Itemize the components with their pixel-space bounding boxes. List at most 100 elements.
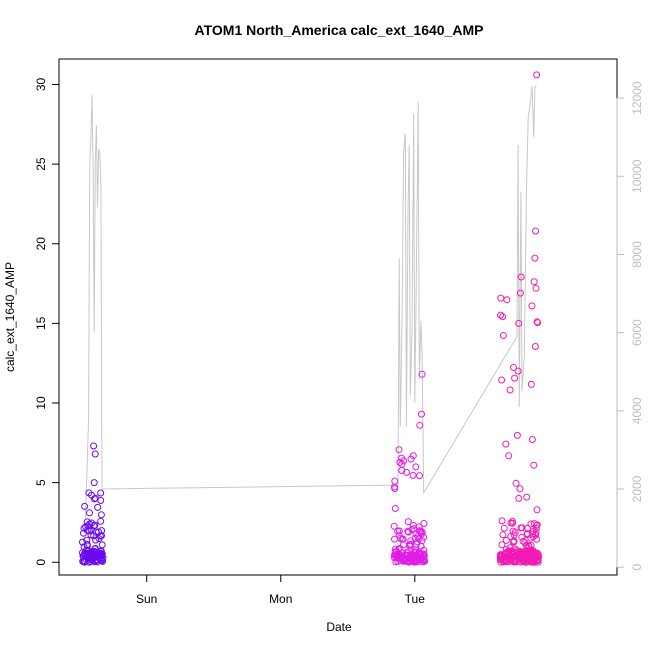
data-point <box>418 410 425 418</box>
data-point <box>532 227 539 235</box>
data-point <box>92 548 99 556</box>
data-point <box>81 502 89 510</box>
data-point <box>98 552 106 560</box>
data-point <box>529 530 537 538</box>
data-point <box>98 541 106 549</box>
data-point <box>396 458 404 466</box>
data-point <box>497 551 505 559</box>
data-point <box>507 519 515 527</box>
data-point <box>513 431 521 439</box>
data-point <box>533 71 541 79</box>
data-point <box>390 522 398 530</box>
data-point <box>97 511 105 519</box>
data-point <box>80 524 88 532</box>
data-point <box>502 536 510 544</box>
data-point <box>396 544 404 552</box>
y-axis-right: 0 2000 4000 6000 8000 10000 12000 <box>616 81 644 571</box>
data-point <box>531 343 539 350</box>
data-point <box>391 477 399 485</box>
data-point <box>527 534 535 542</box>
point-layer <box>79 71 543 566</box>
data-point <box>97 517 105 525</box>
y-tick-label: 15 <box>34 316 48 330</box>
data-point <box>497 311 505 319</box>
data-point <box>503 296 511 304</box>
data-point <box>97 551 105 559</box>
data-point <box>524 558 532 566</box>
data-point <box>499 313 507 321</box>
chart-title: ATOM1 North_America calc_ext_1640_AMP <box>195 22 484 38</box>
data-point <box>527 541 535 549</box>
data-point <box>420 520 428 527</box>
data-point <box>88 519 96 527</box>
data-point <box>396 534 404 542</box>
data-point <box>409 471 417 479</box>
data-point <box>502 440 510 448</box>
data-point <box>498 541 506 549</box>
y-tick-label: 30 <box>34 77 48 91</box>
data-point <box>533 506 541 514</box>
y2-tick-label: 4000 <box>630 397 644 424</box>
data-point <box>499 332 507 339</box>
data-point <box>395 549 403 557</box>
line-layer <box>84 85 537 521</box>
data-point <box>521 539 529 547</box>
data-point <box>511 374 519 382</box>
data-point <box>400 541 407 549</box>
data-point <box>90 479 98 487</box>
data-point <box>391 505 399 512</box>
y-tick-label: 10 <box>34 396 48 410</box>
data-point <box>84 551 92 559</box>
data-point <box>418 528 426 536</box>
data-point <box>91 450 99 458</box>
data-point <box>90 442 98 450</box>
data-point <box>95 535 103 543</box>
data-point <box>514 367 522 375</box>
series-line <box>84 85 537 521</box>
data-point <box>509 517 516 525</box>
data-point <box>531 254 539 262</box>
data-point <box>88 548 95 556</box>
y-tick-label: 0 <box>34 559 48 566</box>
data-point <box>92 528 100 536</box>
data-point <box>412 463 420 471</box>
data-point <box>516 485 524 493</box>
data-point <box>528 554 536 562</box>
y-axis-label: calc_ext_1640_AMP <box>3 262 17 372</box>
data-point <box>530 461 538 469</box>
data-point <box>512 479 520 487</box>
y-tick-label: 20 <box>34 237 48 251</box>
y2-tick-label: 6000 <box>630 319 644 346</box>
data-point <box>533 521 541 529</box>
data-point <box>404 518 412 526</box>
data-point <box>526 550 534 558</box>
x-tick-label: Sun <box>136 592 157 606</box>
data-point <box>419 552 427 560</box>
data-point <box>518 533 526 541</box>
data-point <box>92 536 100 544</box>
data-point <box>533 318 541 326</box>
data-point <box>509 538 517 546</box>
data-point <box>391 483 398 491</box>
x-axis: Sun Mon Tue <box>136 574 426 606</box>
data-point <box>510 364 517 371</box>
x-tick-label: Tue <box>405 592 426 606</box>
data-point <box>524 551 531 559</box>
data-point <box>410 548 418 556</box>
data-point <box>398 454 405 462</box>
data-point <box>498 376 506 384</box>
data-point <box>507 533 515 540</box>
data-point <box>499 531 507 539</box>
data-point <box>505 452 513 460</box>
data-point <box>403 468 410 476</box>
data-point <box>394 527 402 535</box>
data-point <box>399 535 407 543</box>
data-point <box>518 524 526 532</box>
y2-tick-label: 12000 <box>630 81 644 115</box>
data-point <box>513 548 521 556</box>
data-point <box>417 542 425 550</box>
data-point <box>527 558 535 566</box>
data-point <box>86 509 93 517</box>
data-point <box>532 284 540 292</box>
